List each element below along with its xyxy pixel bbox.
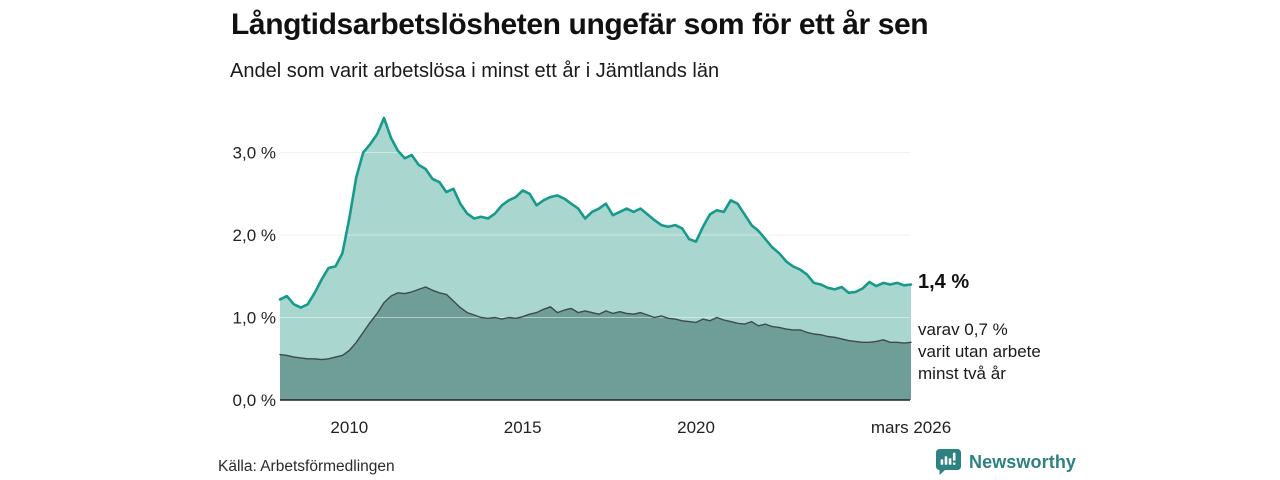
page-title: Långtidsarbetslösheten ungefär som för e…: [231, 8, 929, 41]
total-end-value-label: 1,4 %: [918, 271, 970, 293]
source-attribution: Källa: Arbetsförmedlingen: [218, 458, 395, 475]
x-tick-label: mars 2026: [871, 418, 951, 437]
newsworthy-brand[interactable]: Newsworthy: [935, 448, 1076, 476]
newsworthy-logo-icon: [936, 449, 961, 475]
subseries-annotation: varav 0,7 % varit utan arbete minst två …: [918, 319, 1041, 385]
subseries-annotation-line3: minst två år: [918, 364, 1006, 383]
y-tick-label: 0,0 %: [233, 391, 276, 410]
line-two-year: [279, 286, 912, 361]
subseries-annotation-line1: varav 0,7 %: [918, 320, 1008, 339]
line-total-one-year: [278, 116, 913, 309]
y-tick-label: 2,0 %: [233, 226, 276, 245]
newsworthy-wordmark: Newsworthy: [969, 451, 1077, 472]
x-tick-label: 2010: [330, 418, 368, 437]
x-tick-label: 2015: [504, 418, 542, 437]
page-subtitle: Andel som varit arbetslösa i minst ett å…: [230, 60, 720, 82]
y-tick-label: 1,0 %: [233, 309, 276, 328]
subseries-annotation-line2: varit utan arbete: [918, 342, 1041, 361]
y-tick-label: 3,0 %: [233, 144, 276, 163]
area-two-year: [280, 287, 911, 400]
x-tick-label: 2020: [677, 418, 715, 437]
